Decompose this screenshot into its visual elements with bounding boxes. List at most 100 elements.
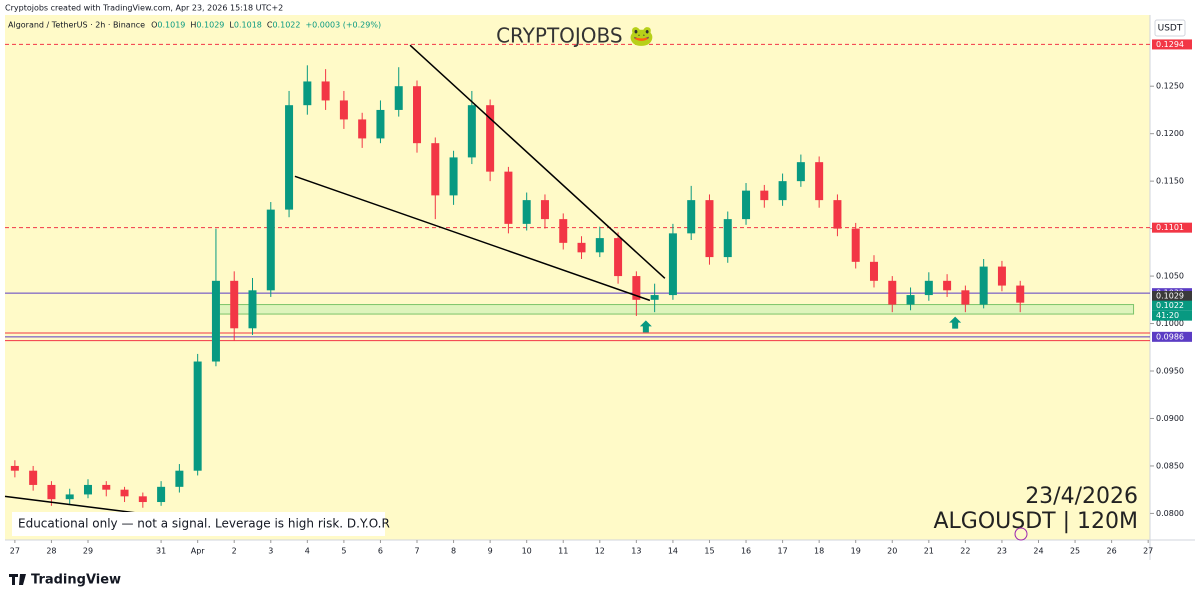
candle-body [248,290,257,329]
support-zone [217,304,1135,315]
candle-body [504,171,513,224]
y-tick-label: 0.0950 [1156,367,1184,376]
candle-body [303,81,312,106]
trendline [294,175,651,302]
candle-body [943,280,952,291]
price-tag [1152,39,1192,50]
x-tick-label: 9 [488,547,493,556]
candle-body [851,228,860,262]
candle-body [266,209,275,291]
candle-body [614,238,623,277]
legend-value: 0.1022 [272,21,300,30]
x-tick-label: 24 [1033,547,1043,556]
price-tag [1152,331,1192,342]
x-tick-label: 16 [741,547,751,556]
candle-body [339,100,348,120]
legend-symbol: Algorand / TetherUS · 2h · Binance [8,21,145,30]
x-tick-label: 4 [305,547,310,556]
candle-body [632,276,641,300]
candle-body [540,200,549,220]
candle-body [211,280,220,362]
candle-body [796,162,805,182]
x-tick-label: 5 [341,547,346,556]
x-tick-label: 11 [558,547,568,556]
candle-body [595,238,604,253]
currency-box[interactable] [1154,19,1186,37]
countdown: 41:20 [1156,311,1179,320]
x-tick-label: 3 [268,547,273,556]
trendline [409,44,666,279]
candle-body [742,190,751,220]
x-tick-label: Apr [191,547,206,556]
candle-body [778,181,787,201]
legend-key: L [229,21,234,30]
candle-body [723,219,732,258]
candle-body [906,295,915,305]
candle-body [705,200,714,258]
x-tick-label: 29 [83,547,93,556]
plot-area [5,15,1150,540]
y-tick-label: 0.1050 [1156,272,1184,281]
x-tick-label: 31 [156,547,166,556]
y-tick-label: 0.0850 [1156,461,1184,470]
x-tick-label: 22 [960,547,970,556]
candle-body [47,484,56,500]
candle-body [376,109,385,139]
candle-body [668,233,677,296]
candle-body [431,143,440,196]
x-tick-label: 19 [851,547,861,556]
candle-body [230,280,239,329]
x-tick-label: 21 [924,547,934,556]
price-tag-label: 0.1022 [1156,301,1184,310]
x-tick-label: 20 [887,547,897,556]
x-tick-label: 10 [522,547,532,556]
legend-value: 0.1029 [196,21,224,30]
countdown-tag [1152,310,1192,321]
price-tag-label: 0.0986 [1156,332,1184,341]
price-tag [1152,291,1192,302]
price-tag [1152,222,1192,233]
x-tick-label: 14 [668,547,678,556]
candle-body [486,105,495,172]
x-tick-label: 7 [414,547,419,556]
logo-icon [9,574,26,585]
y-tick-label: 0.0800 [1156,509,1184,518]
candle-body [102,484,111,490]
x-tick-label: 15 [704,547,714,556]
x-tick-label: 8 [451,547,456,556]
x-tick-label: 25 [1070,547,1080,556]
candle-body [577,242,586,253]
candle-body [120,489,129,497]
note: Educational only — not a signal. Leverag… [18,517,390,531]
chart-title: CRYPTOJOBS 🐸 [496,24,654,48]
legend-value: 0.1018 [234,21,262,30]
legend-value: 0.1019 [157,21,185,30]
legend-key: O [151,21,157,30]
date-text: 23/4/2026 [1025,484,1138,509]
candle-body [979,266,988,305]
x-tick-label: 27 [10,547,20,556]
up-arrow [639,320,652,333]
y-tick-label: 0.1200 [1156,129,1184,138]
x-tick-label: 13 [631,547,641,556]
candle-body [65,494,74,500]
candle-body [193,361,202,471]
x-tick-label: 26 [1107,547,1117,556]
y-tick-label: 0.1250 [1156,82,1184,91]
x-tick-label: 27 [1143,547,1153,556]
candle-body [321,81,330,101]
legend-key: H [190,21,196,30]
lightning-icon[interactable] [1014,527,1028,541]
candle-body [10,465,19,471]
up-arrow [949,316,962,329]
currency: USDT [1158,24,1183,34]
y-tick-label: 0.1000 [1156,319,1184,328]
x-tick-label: 18 [814,547,824,556]
candle-body [833,200,842,229]
price-tag [1152,300,1192,311]
candle-body [924,280,933,296]
candle-body [1016,285,1025,303]
legend-change: +0.0003 (+0.29%) [305,21,381,30]
candle-body [157,486,166,503]
